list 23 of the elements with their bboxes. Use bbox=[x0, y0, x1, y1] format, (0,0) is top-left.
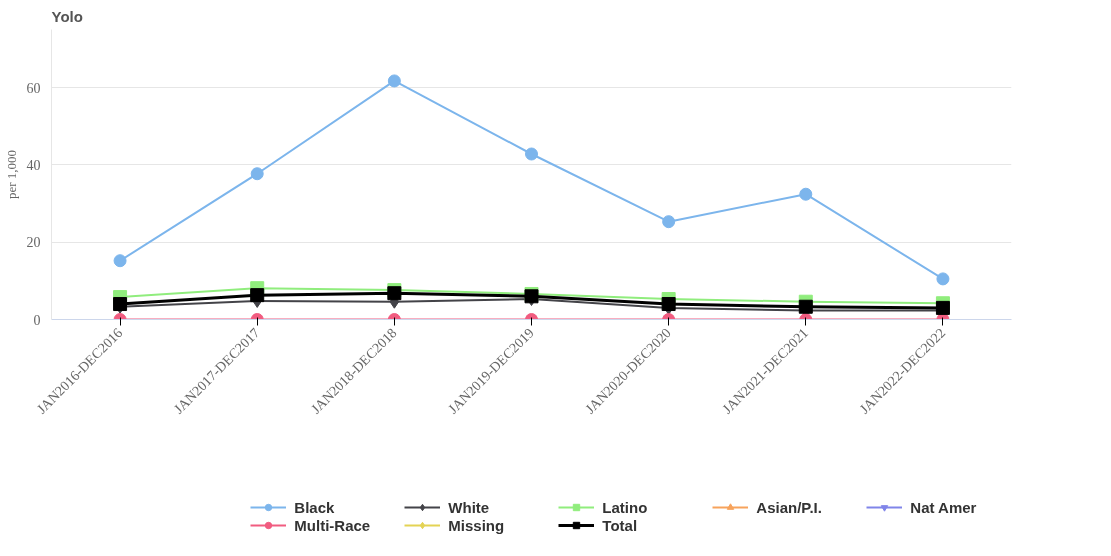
legend-label: Total bbox=[602, 516, 639, 534]
y-tick-label: 60 bbox=[26, 80, 41, 96]
point bbox=[798, 299, 813, 314]
legend-label: Multi-Race bbox=[294, 516, 372, 534]
point bbox=[387, 74, 401, 88]
legend-label: Asian/P.I. bbox=[756, 498, 823, 516]
y-axis-title: per 1,000 bbox=[3, 149, 19, 200]
legend-label: Missing bbox=[448, 516, 506, 534]
point bbox=[113, 254, 127, 268]
y-tick-label: 20 bbox=[26, 235, 41, 251]
point bbox=[250, 288, 265, 303]
point bbox=[936, 272, 950, 286]
y-tick-label: 40 bbox=[26, 157, 41, 173]
point bbox=[525, 147, 538, 161]
chart-title: Yolo bbox=[51, 7, 83, 25]
legend-label: Latino bbox=[602, 498, 649, 516]
legend-label: Nat Amer bbox=[910, 498, 978, 516]
y-tick-label: 0 bbox=[33, 312, 41, 328]
point bbox=[250, 167, 264, 181]
legend-label: White bbox=[448, 498, 491, 516]
point bbox=[662, 215, 676, 229]
legend-label: Black bbox=[294, 498, 336, 516]
point bbox=[799, 187, 813, 201]
